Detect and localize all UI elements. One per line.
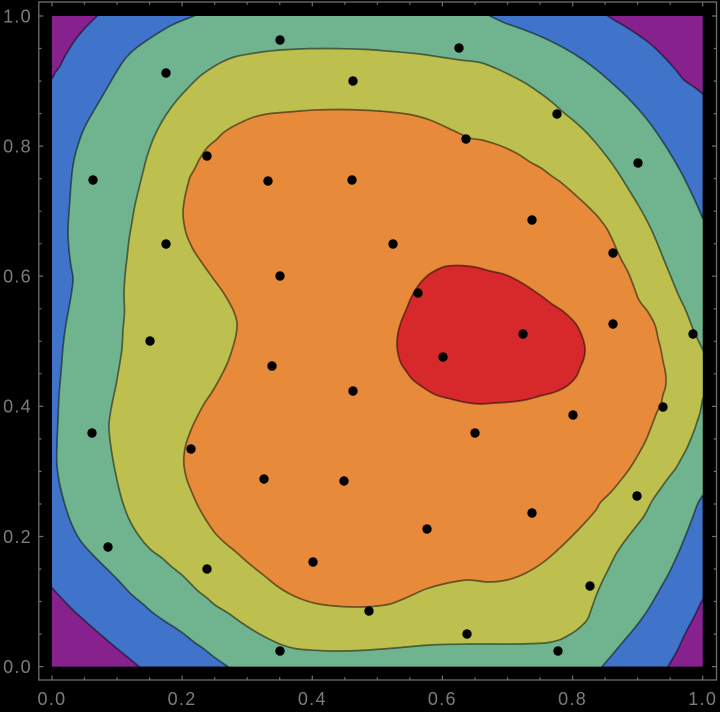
svg-text:1.0: 1.0 [3, 6, 32, 26]
svg-text:1.0: 1.0 [688, 689, 717, 709]
svg-text:0.2: 0.2 [168, 689, 197, 709]
svg-text:0.4: 0.4 [3, 397, 32, 417]
svg-text:0.4: 0.4 [298, 689, 327, 709]
svg-text:0.6: 0.6 [3, 267, 32, 287]
svg-text:0.2: 0.2 [3, 527, 32, 547]
svg-text:0.0: 0.0 [3, 657, 32, 677]
svg-text:0.8: 0.8 [3, 136, 32, 156]
svg-text:0.0: 0.0 [38, 689, 67, 709]
svg-text:0.6: 0.6 [428, 689, 457, 709]
svg-text:0.8: 0.8 [558, 689, 587, 709]
